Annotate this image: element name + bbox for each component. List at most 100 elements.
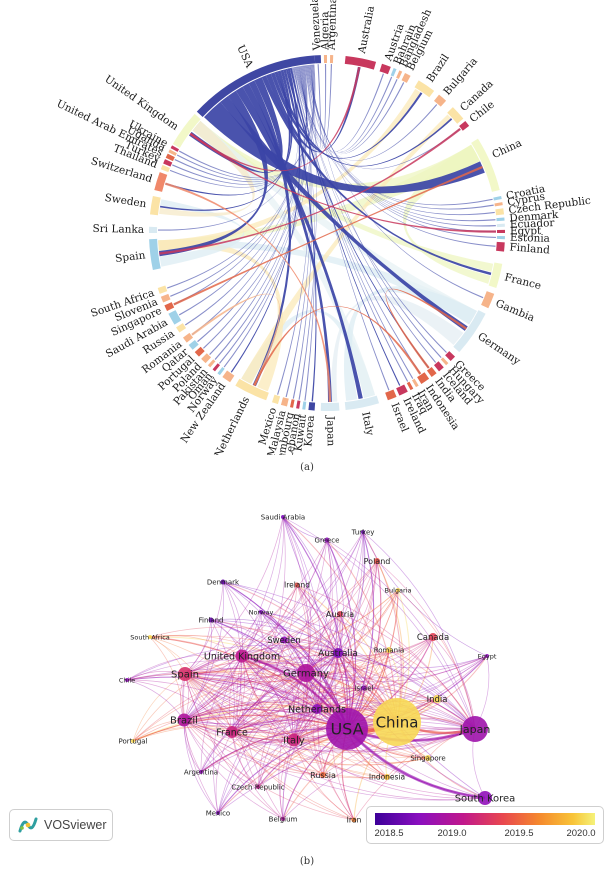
- network-edge-376: [257, 652, 339, 788]
- chord-segment-bangladesh: [396, 70, 403, 79]
- network-edge-77: [305, 531, 364, 674]
- network-label-israel: Israel: [354, 684, 373, 692]
- chord-label-egypt: Egypt: [510, 225, 542, 237]
- chord-segment-pakistan: [207, 359, 216, 368]
- chord-ribbon-light-7: [192, 121, 477, 325]
- network-label-france: France: [216, 727, 248, 738]
- chord-label-ecuador: Ecuador: [510, 217, 556, 231]
- network-node-brazil: [177, 713, 191, 727]
- network-edge-305: [362, 531, 476, 730]
- chord-segment-lebanon: [296, 400, 301, 409]
- network-edge-386: [183, 584, 298, 721]
- chord-ribbon-usa-thailand: [169, 64, 314, 188]
- network-edge-354: [149, 626, 339, 654]
- chord-segment-usa: [196, 55, 316, 118]
- network-label-sweden: Sweden: [267, 636, 301, 646]
- chord-segment-belgium: [401, 73, 411, 83]
- network-edge-113: [305, 672, 355, 821]
- network-edge-426: [362, 531, 488, 657]
- chord-segment-sweden: [149, 195, 161, 216]
- network-node-italy: [287, 733, 301, 747]
- chord-segment-india: [426, 366, 437, 378]
- network-edge-360: [126, 644, 339, 681]
- network-label-norway: Norway: [249, 608, 274, 616]
- network-edge-196: [293, 584, 310, 741]
- network-edge-198: [260, 611, 296, 741]
- network-edge-219: [293, 739, 429, 764]
- network-edge-17: [184, 673, 348, 730]
- network-node-portugal: [131, 739, 135, 743]
- chord-segment-turkey: [163, 159, 173, 167]
- chord-segment-luxembourg: [289, 399, 295, 408]
- network-node-belgium: [281, 817, 285, 821]
- network-edge-102: [231, 672, 307, 733]
- network-edge-362: [337, 652, 438, 700]
- network-edge-188: [184, 673, 284, 820]
- network-edge-313: [210, 619, 476, 730]
- network-edge-189: [184, 673, 355, 821]
- network-edge-216: [183, 717, 295, 741]
- network-label-germany: Germany: [283, 669, 329, 680]
- chord-segment-chile: [459, 120, 470, 131]
- chord-segment-denmark: [496, 217, 505, 222]
- network-edge-156: [184, 589, 399, 675]
- network-edge-179: [184, 673, 295, 741]
- chord-segment-austria: [379, 63, 391, 75]
- network-edge-148: [236, 655, 259, 788]
- chord-segment-mexico: [271, 394, 281, 405]
- network-edge-302: [231, 731, 284, 820]
- chord-label-china: China: [490, 137, 523, 161]
- network-edge-57: [126, 671, 398, 723]
- chord-segment-iraq: [406, 381, 414, 391]
- chord-segment-malaysia: [280, 397, 289, 407]
- network-edge-273: [231, 613, 341, 733]
- network-edge-209: [126, 679, 295, 741]
- network-edge-237: [210, 619, 318, 710]
- network-node-ireland: [294, 582, 300, 588]
- network-edge-407: [183, 719, 295, 743]
- network-node-turkey: [361, 530, 365, 534]
- network-label-turkey: Turkey: [351, 528, 375, 536]
- network-edge-141: [241, 655, 295, 741]
- caption-a: (a): [300, 462, 314, 473]
- chord-segment-netherlands: [235, 378, 269, 401]
- network-label-portugal: Portugal: [119, 737, 148, 745]
- network-node-france: [226, 726, 238, 738]
- network-node-usa: [326, 708, 368, 750]
- network-edge-225: [217, 739, 295, 814]
- network-edge-412: [183, 719, 388, 779]
- network-edge-393: [183, 655, 243, 721]
- network-edge-111: [217, 672, 307, 814]
- chord-segment-poland: [201, 353, 212, 364]
- network-edge-259: [313, 708, 324, 776]
- chord-segment-kuwait: [302, 401, 307, 410]
- network-edge-400: [183, 687, 365, 725]
- chord-segment-bahrain: [390, 67, 397, 77]
- network-label-austria: Austria: [326, 610, 354, 619]
- chord-label-argentina: Argentina: [326, 0, 339, 51]
- network-edge-150: [240, 655, 284, 820]
- network-edge-151: [241, 655, 355, 821]
- network-node-czech-republic: [256, 785, 260, 789]
- network-edge-68: [200, 719, 398, 773]
- network-edge-253: [183, 701, 318, 721]
- network-edge-309: [222, 581, 476, 730]
- chord-segment-korea: [308, 402, 316, 411]
- network-edge-347: [222, 581, 339, 654]
- network-edge-321: [184, 667, 476, 730]
- chord-segment-saudi-arabia: [168, 310, 182, 325]
- chord-segment-indonesia: [417, 372, 430, 384]
- network-edge-409: [183, 719, 429, 766]
- year-color-legend: 2018.5 2019.0 2019.5 2020.0: [366, 806, 604, 844]
- network-edge-330: [231, 708, 476, 733]
- network-edge-135: [241, 655, 318, 710]
- network-node-egypt: [485, 654, 489, 658]
- chord-segment-china: [471, 138, 500, 192]
- network-edge-120: [241, 584, 298, 657]
- network-edge-425: [282, 516, 486, 799]
- chord-segment-ireland: [396, 384, 408, 396]
- network-edge-314: [283, 639, 476, 730]
- chord-segment-russia: [176, 323, 187, 333]
- network-node-austria: [337, 611, 343, 617]
- network-edge-78: [305, 539, 332, 674]
